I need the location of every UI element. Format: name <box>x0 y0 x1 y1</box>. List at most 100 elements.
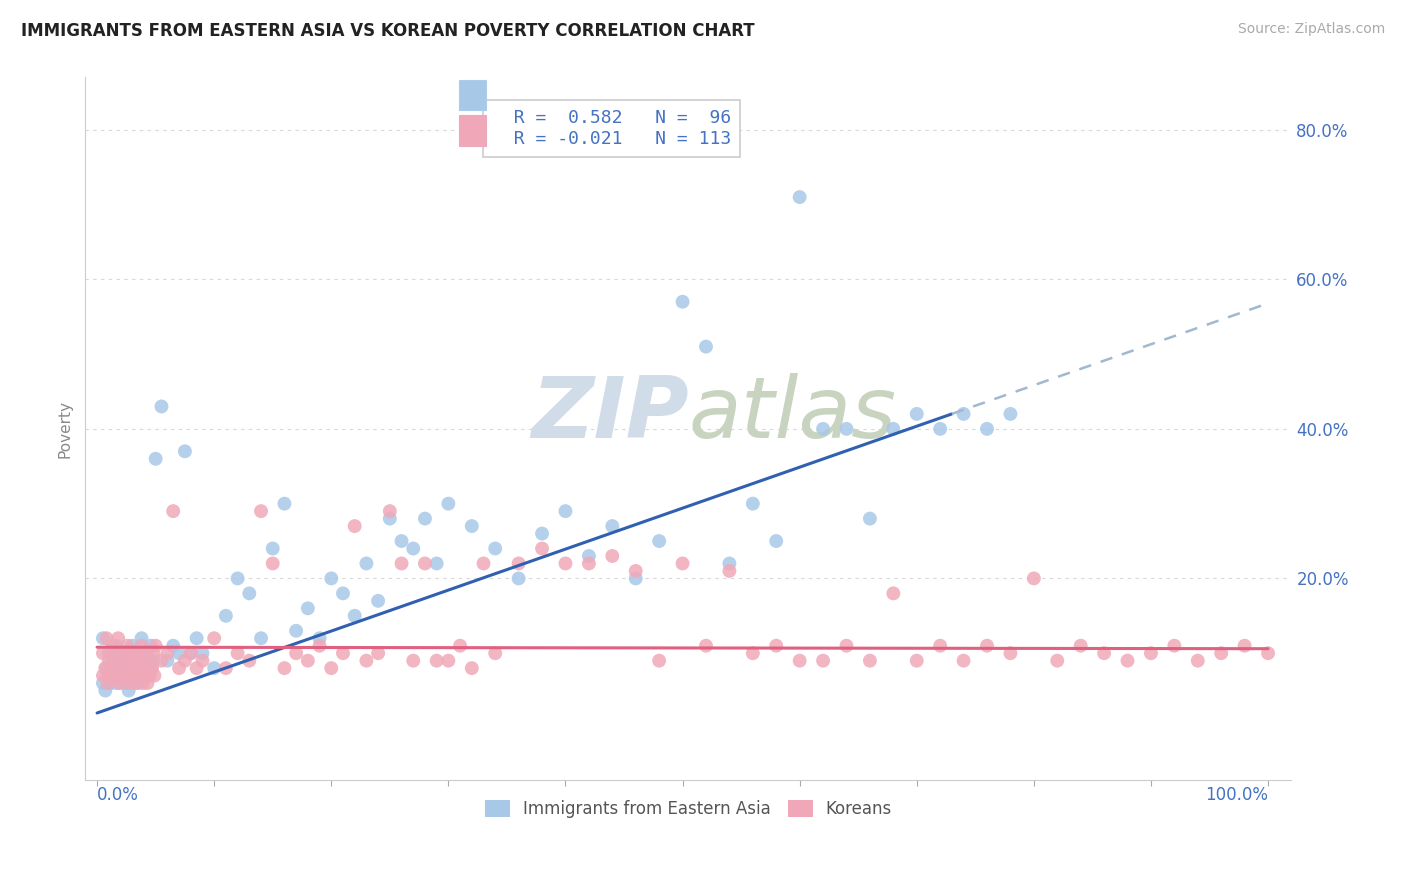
Point <box>378 511 401 525</box>
Point <box>141 661 163 675</box>
Point <box>117 654 139 668</box>
Point <box>250 504 273 518</box>
Point <box>120 661 142 675</box>
Point <box>156 646 179 660</box>
Bar <box>460 79 486 111</box>
Point <box>96 632 118 646</box>
Point <box>648 534 671 549</box>
Point <box>1257 646 1279 660</box>
Point <box>811 422 834 436</box>
Point <box>91 632 114 646</box>
Point <box>122 676 145 690</box>
Point <box>297 601 319 615</box>
Point <box>402 541 425 556</box>
Point <box>905 654 928 668</box>
Point <box>139 668 162 682</box>
Point <box>150 654 173 668</box>
Point <box>508 571 530 585</box>
Point <box>671 557 693 571</box>
Point <box>138 654 160 668</box>
Point <box>104 654 127 668</box>
Point <box>105 676 128 690</box>
Text: IMMIGRANTS FROM EASTERN ASIA VS KOREAN POVERTY CORRELATION CHART: IMMIGRANTS FROM EASTERN ASIA VS KOREAN P… <box>21 22 755 40</box>
Legend: Immigrants from Eastern Asia, Koreans: Immigrants from Eastern Asia, Koreans <box>478 793 898 825</box>
Point <box>929 639 952 653</box>
Point <box>104 646 127 660</box>
Point <box>531 526 554 541</box>
Point <box>125 676 148 690</box>
Point <box>765 534 787 549</box>
Point <box>789 654 811 668</box>
Point <box>124 654 146 668</box>
Bar <box>460 115 486 145</box>
Point <box>98 668 121 682</box>
Point <box>132 668 155 682</box>
Point <box>578 557 600 571</box>
Point <box>297 654 319 668</box>
Text: 100.0%: 100.0% <box>1205 786 1268 805</box>
Point <box>578 549 600 563</box>
Point <box>167 661 190 675</box>
Point <box>789 190 811 204</box>
Point <box>125 646 148 660</box>
Point <box>139 639 162 653</box>
Point <box>378 504 401 518</box>
Text: atlas: atlas <box>689 374 897 457</box>
Point <box>127 668 149 682</box>
Point <box>104 668 127 682</box>
Text: 0.0%: 0.0% <box>97 786 139 805</box>
Text: R =  0.582   N =  96
  R = -0.021   N = 113: R = 0.582 N = 96 R = -0.021 N = 113 <box>492 109 731 148</box>
Point <box>321 661 343 675</box>
Point <box>332 586 354 600</box>
Point <box>285 646 308 660</box>
Point <box>391 534 413 549</box>
Text: ZIP: ZIP <box>531 374 689 457</box>
Point <box>132 661 155 675</box>
Point <box>101 661 124 675</box>
Point <box>118 661 141 675</box>
Point <box>162 639 184 653</box>
Point <box>1046 654 1069 668</box>
Point <box>226 646 249 660</box>
Point <box>202 661 225 675</box>
Point <box>472 557 495 571</box>
Point <box>174 654 197 668</box>
Point <box>449 639 471 653</box>
Point <box>215 608 238 623</box>
Point <box>811 654 834 668</box>
Point <box>127 676 149 690</box>
Point <box>142 654 165 668</box>
Point <box>1092 646 1115 660</box>
Point <box>132 676 155 690</box>
Point <box>112 661 135 675</box>
Point <box>94 683 117 698</box>
Point <box>413 557 436 571</box>
Point <box>110 661 132 675</box>
Point <box>104 668 127 682</box>
Point <box>600 519 623 533</box>
Point <box>108 676 131 690</box>
Y-axis label: Poverty: Poverty <box>58 400 72 458</box>
Point <box>97 676 120 690</box>
Point <box>952 654 974 668</box>
Point <box>118 683 141 698</box>
Point <box>976 639 998 653</box>
Point <box>97 668 120 682</box>
Point <box>100 661 122 675</box>
Point <box>114 654 136 668</box>
Point <box>129 661 152 675</box>
Point <box>1070 639 1092 653</box>
Point <box>96 661 118 675</box>
Point <box>150 400 173 414</box>
Point <box>191 654 214 668</box>
Point <box>125 668 148 682</box>
Point <box>600 549 623 563</box>
Point <box>1022 571 1045 585</box>
Point <box>741 646 763 660</box>
Point <box>111 646 134 660</box>
Point <box>111 661 134 675</box>
Point <box>508 557 530 571</box>
Point <box>1233 639 1256 653</box>
Point <box>484 541 506 556</box>
Point <box>120 668 142 682</box>
